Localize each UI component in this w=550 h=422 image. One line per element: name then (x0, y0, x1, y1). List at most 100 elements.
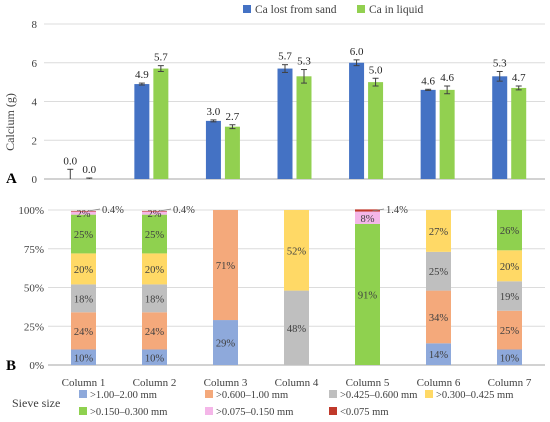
segment-label: 52% (287, 246, 307, 257)
x-tick-b: Column 6 (417, 377, 461, 389)
legend-label-a: Ca in liquid (369, 4, 424, 16)
legend-swatch-b (79, 407, 87, 415)
data-label-a: 5.3 (493, 57, 507, 69)
bars-b: 10% 24% 18% 20% 25% 2% 10% 24% 18% 20% 25% 2% 29% 71%… (71, 205, 522, 365)
segment-label: 18% (145, 294, 165, 305)
segment-label: 91% (358, 290, 378, 301)
legend-label-b: >1.00–2.00 mm (90, 390, 157, 401)
segment-label: 27% (429, 227, 449, 238)
data-label-a: 5.3 (297, 56, 311, 68)
stack-segment (497, 349, 522, 365)
segment-label: 10% (145, 353, 165, 364)
segment-label: 8% (361, 214, 375, 225)
y-axis-label-a: Calcium (g) (3, 93, 17, 151)
x-tick-b: Column 5 (346, 377, 390, 389)
data-label-a: 4.9 (135, 69, 149, 81)
segment-label: 25% (500, 326, 520, 337)
stack-segment (142, 284, 167, 313)
stack-segment (497, 310, 522, 350)
segment-label: 24% (145, 327, 165, 338)
stack-segment (71, 214, 96, 254)
legend-swatch-b (79, 390, 87, 398)
data-label-a: 5.7 (154, 52, 168, 64)
legend-swatch-b (329, 407, 337, 415)
y-tick-b: 100% (18, 205, 44, 217)
data-label-a: 5.0 (369, 64, 383, 76)
bars-a: 0.0 0.0 4.9 5.7 3.0 2.7 5.7 5.3 6.0 5.0 4.6 4.6 5.3 4… (63, 46, 527, 179)
stack-segment (355, 223, 380, 365)
y-tick-a: 2 (32, 135, 38, 147)
stack-segment (142, 210, 167, 212)
y-tick-b: 50% (24, 283, 44, 295)
x-tick-b: Column 7 (488, 377, 532, 389)
legend-label-b: <0.075 mm (340, 407, 389, 418)
grid-a (44, 23, 545, 180)
stack-segment (284, 290, 309, 365)
segment-label: 20% (500, 262, 520, 273)
y-ticks-b: 0% 25% 50% 75% 100% (18, 205, 44, 372)
segment-label: 25% (145, 230, 165, 241)
panel-letter-a: A (6, 171, 17, 187)
bar-a (349, 62, 365, 179)
segment-label: 48% (287, 324, 307, 335)
segment-label: 71% (216, 261, 236, 272)
data-label-a: 2.7 (226, 111, 240, 123)
segment-label: 20% (74, 265, 94, 276)
bar-a (205, 120, 221, 179)
callout-label: 0.4% (173, 205, 195, 216)
bar-a (277, 68, 293, 179)
y-ticks-a: 0 2 4 6 8 (32, 19, 38, 186)
stack-segment (355, 209, 380, 212)
callout-leader (372, 208, 385, 212)
stack-segment (71, 312, 96, 350)
legend-label-a: Ca lost from sand (255, 4, 337, 16)
legend-b-title: Sieve size (12, 396, 60, 410)
data-label-a: 6.0 (350, 46, 364, 58)
bar-a (134, 84, 150, 179)
bar-a (224, 126, 240, 179)
stack-segment (142, 312, 167, 350)
stack-segment (71, 253, 96, 285)
data-label-a: 5.7 (278, 51, 292, 63)
stack-segment (355, 211, 380, 224)
segment-label: 20% (145, 265, 165, 276)
y-tick-a: 6 (32, 58, 38, 70)
segment-label: 14% (429, 350, 449, 361)
stack-segment (213, 320, 238, 365)
stack-segment (497, 210, 522, 251)
stack-segment (142, 214, 167, 254)
segment-label: 29% (216, 339, 236, 350)
legend-b: >1.00–2.00 mm >0.600–1.00 mm >0.425–0.600 … (79, 390, 513, 418)
data-label-a: 3.0 (207, 106, 221, 118)
legend-swatch-a (243, 5, 251, 13)
stack-segment (426, 290, 451, 344)
stack-segment (71, 211, 96, 215)
stack-segment (213, 210, 238, 321)
x-tick-b: Column 1 (62, 377, 106, 389)
data-label-a: 0.0 (63, 155, 77, 167)
legend-swatch-b (205, 407, 213, 415)
x-tick-b: Column 3 (204, 377, 248, 389)
segment-label: 24% (74, 327, 94, 338)
stack-segment (142, 211, 167, 215)
stack-segment (71, 210, 96, 212)
legend-label-b: >0.150–0.300 mm (90, 407, 167, 418)
x-ticks-b: Column 1 Column 2 Column 3 Column 4 Column 5… (62, 377, 532, 389)
bar-a (420, 89, 436, 179)
bar-a (296, 76, 312, 179)
y-tick-a: 0 (32, 174, 38, 186)
legend-swatch-b (329, 390, 337, 398)
callout-label: 1.4% (386, 205, 408, 216)
segment-label: 19% (500, 292, 520, 303)
segment-label: 26% (500, 226, 520, 237)
legend-label-b: >0.425–0.600 mm (340, 390, 417, 401)
data-label-a: 4.6 (440, 72, 454, 84)
y-tick-a: 8 (32, 19, 38, 31)
stack-segment (71, 284, 96, 313)
y-tick-b: 0% (29, 360, 44, 372)
segment-label: 18% (74, 294, 94, 305)
legend-label-b: >0.300–0.425 mm (436, 390, 513, 401)
stack-segment (142, 349, 167, 365)
bar-a (439, 89, 455, 179)
